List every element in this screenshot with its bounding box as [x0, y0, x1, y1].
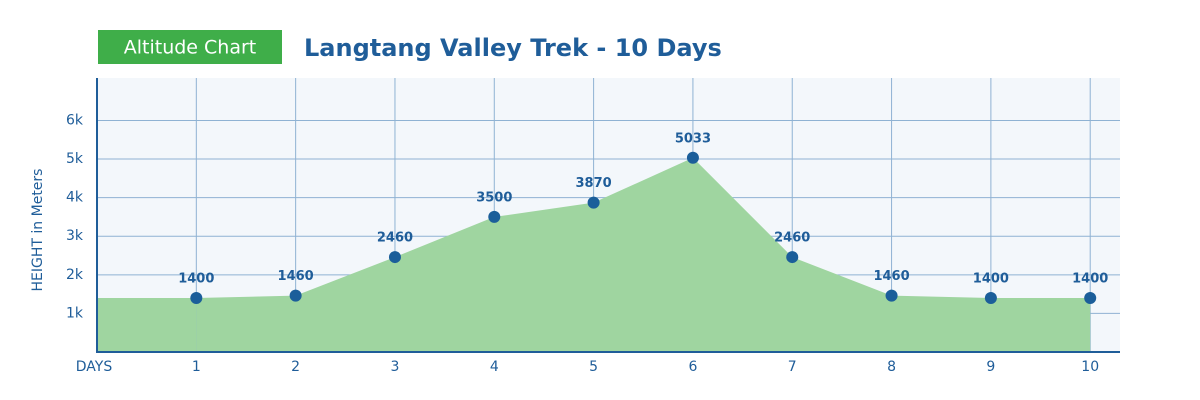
y-tick-label: 1k: [66, 305, 84, 321]
x-tick-label: 8: [887, 359, 896, 375]
badge-box: [98, 30, 282, 64]
marker: [984, 291, 997, 304]
x-tick-label: 5: [589, 359, 598, 375]
marker: [488, 210, 501, 223]
x-tick-label: 2: [291, 359, 300, 375]
marker: [885, 289, 898, 302]
value-label: 1460: [278, 269, 314, 284]
x-tick-label: 7: [788, 359, 797, 375]
value-label: 5033: [675, 131, 711, 146]
x-tick-label: 3: [391, 359, 400, 375]
marker: [786, 251, 799, 264]
marker: [388, 251, 401, 264]
y-tick-label: 2k: [66, 267, 84, 283]
x-tick-label: 9: [986, 359, 995, 375]
area: [196, 157, 1091, 352]
marker: [190, 291, 203, 304]
badge: Altitude Chart: [124, 37, 257, 59]
marker: [1084, 291, 1097, 304]
area-lead-in: [97, 297, 197, 352]
plot: [97, 157, 1091, 352]
value-label: 1460: [873, 269, 909, 284]
x-tick-label: 10: [1081, 359, 1099, 375]
x-tick-label: 6: [688, 359, 697, 375]
chart-title: Langtang Valley Trek - 10 Days: [304, 34, 722, 62]
marker: [686, 151, 699, 164]
y-axis-label: HEIGHT in Meters: [30, 169, 46, 292]
value-label: 1400: [178, 271, 214, 286]
y-tick-label: 5k: [66, 151, 84, 167]
y-tick-label: 3k: [66, 228, 84, 244]
value-label: 1400: [973, 271, 1009, 286]
y-tick-label: 4k: [66, 190, 84, 206]
value-label: 3500: [476, 190, 512, 205]
y-tick-label: 6k: [66, 112, 84, 128]
value-label: 2460: [377, 231, 413, 246]
value-label: 3870: [576, 176, 612, 191]
value-label: 1400: [1072, 271, 1108, 286]
value-label: 2460: [774, 231, 810, 246]
x-tick-label: 4: [490, 359, 499, 375]
x-tick-label: 1: [192, 359, 201, 375]
marker: [587, 196, 600, 209]
x-axis-label: DAYS: [76, 359, 113, 375]
marker: [289, 289, 302, 302]
markers: 1400 1460 2460 3500 3870 5033 2460 1460 1400 1400: [178, 131, 1108, 304]
